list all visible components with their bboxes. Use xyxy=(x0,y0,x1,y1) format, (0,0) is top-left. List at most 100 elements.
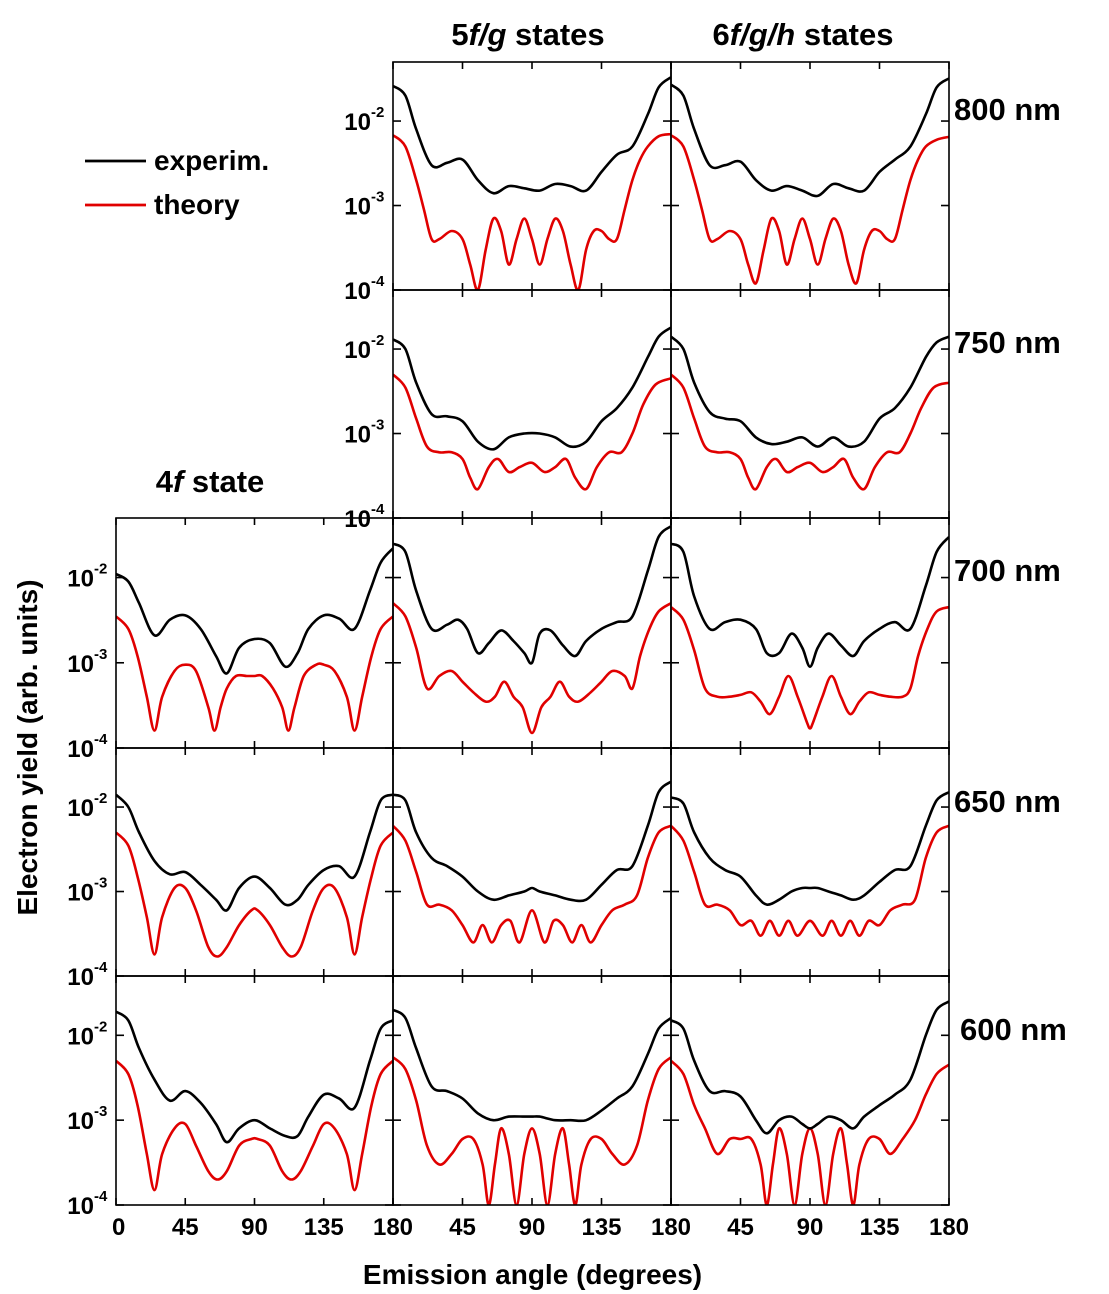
y-tick-label: 10 xyxy=(344,506,371,533)
theory-line xyxy=(393,602,671,735)
y-tick-label-exponent: -3 xyxy=(94,646,107,663)
y-tick-label: 10 xyxy=(67,1108,94,1135)
theory-line xyxy=(393,373,671,491)
panel-lines xyxy=(116,793,393,958)
y-tick-label-exponent: -4 xyxy=(371,273,385,290)
row-label-2: 700 nm xyxy=(954,553,1061,588)
row-label-0: 800 nm xyxy=(954,92,1061,127)
panel-r2-c2 xyxy=(670,517,950,749)
panel-frame xyxy=(670,289,950,519)
experim-line xyxy=(116,1010,393,1144)
panel-r3-c0 xyxy=(115,747,394,977)
y-tick-label: 10 xyxy=(67,880,94,907)
panel-r0-c1 xyxy=(392,61,672,291)
experim-line xyxy=(393,1008,671,1123)
theory-line xyxy=(671,824,949,938)
y-tick-label: 10 xyxy=(344,337,371,364)
theory-line xyxy=(116,615,393,732)
experim-line xyxy=(671,791,949,906)
panel-lines xyxy=(671,791,949,938)
row-label-3: 650 nm xyxy=(954,784,1061,819)
y-tick-label-exponent: -2 xyxy=(371,332,384,349)
y-tick-label: 10 xyxy=(344,194,371,221)
row-label-4: 600 nm xyxy=(960,1012,1067,1047)
y-tick-label: 10 xyxy=(67,566,94,593)
panel-frame xyxy=(670,517,950,749)
y-tick-label-exponent: -3 xyxy=(94,1103,107,1120)
y-tick-label-exponent: -3 xyxy=(94,875,107,892)
panel-lines xyxy=(671,335,949,491)
panel-lines xyxy=(116,547,393,732)
panel-frame xyxy=(392,61,672,291)
theory-line xyxy=(393,132,671,290)
y-tick-label-exponent: -2 xyxy=(371,104,384,121)
panel-frame xyxy=(392,289,672,519)
x-tick-label: 180 xyxy=(373,1214,413,1241)
panel-r0-c2 xyxy=(670,61,950,291)
x-tick-label: 90 xyxy=(797,1214,824,1241)
y-tick-label: 10 xyxy=(67,1023,94,1050)
x-tick-label: 90 xyxy=(519,1214,546,1241)
y-tick-label: 10 xyxy=(67,736,94,763)
panel-grid xyxy=(115,61,950,1206)
panel-lines xyxy=(671,1000,949,1205)
y-tick-label-exponent: -2 xyxy=(94,561,107,578)
experim-line xyxy=(393,780,671,903)
y-tick-label-exponent: -2 xyxy=(94,790,107,807)
panel-r1-c1 xyxy=(392,289,672,519)
legend: experim. theory xyxy=(85,145,269,220)
column-title-2: 6f/g/h states xyxy=(713,17,894,52)
x-tick-label: 45 xyxy=(727,1214,754,1241)
y-tick-label-exponent: -4 xyxy=(94,959,108,976)
y-tick-label: 10 xyxy=(67,964,94,991)
panel-r4-c2 xyxy=(670,975,950,1206)
x-tick-label: 0 xyxy=(112,1214,125,1241)
y-tick-label: 10 xyxy=(344,422,371,449)
x-tick-label: 180 xyxy=(929,1214,969,1241)
experim-line xyxy=(671,1000,949,1135)
panel-r2-c1 xyxy=(392,517,672,749)
experim-line xyxy=(671,335,949,449)
y-tick-label: 10 xyxy=(67,1193,94,1220)
panel-r4-c1 xyxy=(392,975,672,1206)
x-tick-label: 135 xyxy=(581,1214,621,1241)
legend-label-1: theory xyxy=(154,189,240,220)
x-tick-label: 90 xyxy=(241,1214,268,1241)
panel-frame xyxy=(670,61,950,291)
theory-line xyxy=(116,831,393,958)
experim-line xyxy=(116,793,393,912)
experim-line xyxy=(393,525,671,665)
y-tick-label: 10 xyxy=(344,278,371,305)
y-tick-label-exponent: -4 xyxy=(371,501,385,518)
panel-r2-c0 xyxy=(115,517,394,749)
x-tick-label: 45 xyxy=(172,1214,199,1241)
theory-line xyxy=(671,605,949,730)
row-label-1: 750 nm xyxy=(954,325,1061,360)
experim-line xyxy=(116,547,393,675)
theory-line xyxy=(393,1056,671,1205)
y-tick-label-exponent: -4 xyxy=(94,1188,108,1205)
legend-label-0: experim. xyxy=(154,145,269,176)
panel-lines xyxy=(393,1008,671,1205)
theory-line xyxy=(671,134,949,285)
titles: 10 -410 -310 -210 -410 -310 -210 -410 -310 -210 -4… xyxy=(12,17,1067,1290)
theory-line xyxy=(393,824,671,944)
panel-lines xyxy=(116,1010,393,1192)
panel-lines xyxy=(393,780,671,944)
y-tick-label: 10 xyxy=(344,109,371,136)
y-axis-title: Electron yield (arb. units) xyxy=(12,579,43,915)
experim-line xyxy=(671,536,949,669)
x-tick-label: 135 xyxy=(304,1214,344,1241)
y-tick-label-exponent: -3 xyxy=(371,189,384,206)
experim-line xyxy=(393,76,671,195)
panel-lines xyxy=(393,76,671,290)
panel-r3-c1 xyxy=(392,747,672,977)
panel-r4-c0 xyxy=(115,975,394,1206)
x-tick-label: 135 xyxy=(859,1214,899,1241)
y-tick-label: 10 xyxy=(67,651,94,678)
theory-line xyxy=(116,1059,393,1192)
panel-frame xyxy=(670,975,950,1206)
panel-lines xyxy=(393,326,671,491)
theory-line xyxy=(671,373,949,491)
